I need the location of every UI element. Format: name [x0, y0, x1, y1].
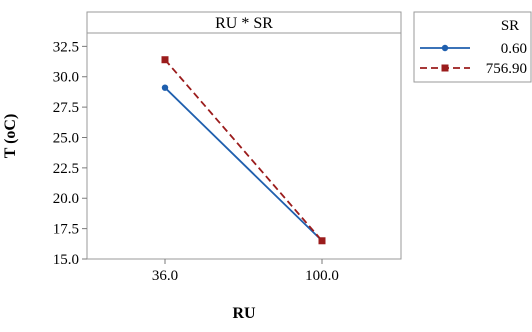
x-axis: 36.0 100.0 — [152, 259, 339, 284]
y-axis-title: T (oC) — [2, 114, 19, 159]
y-tick-label: 25.0 — [53, 130, 79, 146]
x-tick-label: 100.0 — [305, 268, 339, 284]
series-line — [164, 87, 323, 242]
legend: SR 0.60 756.90 — [413, 11, 532, 83]
data-point — [318, 237, 326, 245]
y-tick-label: 17.5 — [53, 222, 79, 238]
data-point — [161, 56, 169, 64]
legend-title: SR — [501, 18, 519, 34]
series-756.90 — [161, 56, 326, 245]
y-tick-label: 22.5 — [53, 161, 79, 177]
legend-swatch-marker — [441, 44, 449, 52]
x-axis-title: RU — [232, 305, 256, 322]
legend-swatch-marker — [441, 64, 449, 72]
plot-frame — [86, 11, 402, 260]
y-axis: 15.0 17.5 20.0 22.5 25.0 27.5 30.0 32.5 — [53, 39, 87, 268]
y-tick-label: 15.0 — [53, 252, 79, 268]
legend-label: 0.60 — [501, 41, 527, 57]
y-tick-label: 32.5 — [53, 39, 79, 55]
legend-entries: 0.60 756.90 — [420, 41, 527, 77]
series-line — [164, 59, 323, 242]
series-layer — [161, 56, 326, 245]
panel-title: RU * SR — [215, 15, 273, 32]
series-0.60 — [161, 84, 326, 244]
data-point — [161, 84, 169, 91]
legend-label: 756.90 — [486, 61, 527, 77]
y-tick-label: 30.0 — [53, 70, 79, 86]
y-tick-label: 20.0 — [53, 191, 79, 207]
y-tick-label: 27.5 — [53, 100, 79, 116]
x-tick-label: 36.0 — [152, 268, 178, 284]
legend-box — [413, 11, 532, 83]
